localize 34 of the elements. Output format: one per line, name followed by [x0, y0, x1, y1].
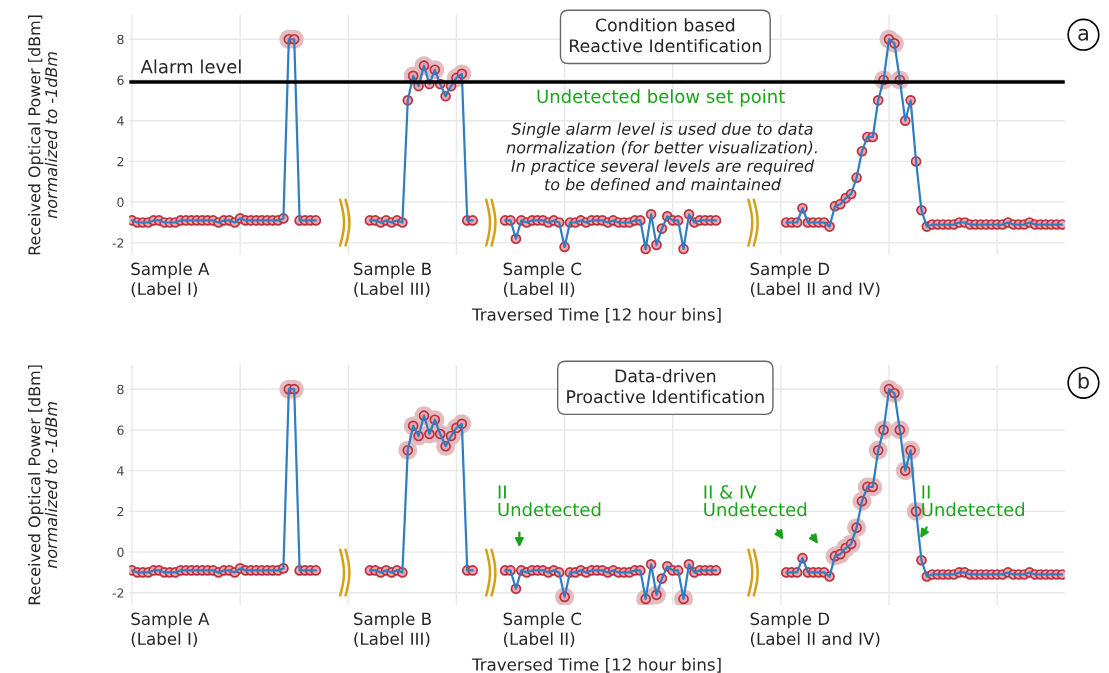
annotation: Data-driven Proactive Identification: [567, 369, 764, 404]
y-tick-label: 4: [117, 116, 124, 126]
y-tick-label: -2: [112, 238, 124, 248]
y-axis-title: Received Optical Power [dBm] normalized to -1dBm: [28, 15, 58, 255]
text: b: [1078, 372, 1089, 389]
y-tick-label: 0: [117, 197, 124, 208]
text: Sample C (Label II): [503, 262, 582, 298]
text: Sample C (Label II): [503, 612, 582, 648]
y-tick-label: 6: [117, 425, 124, 435]
text: Sample A (Label I): [131, 262, 210, 298]
y-tick-label: 8: [117, 34, 124, 45]
y-tick-label: 6: [117, 75, 124, 85]
text: Sample B (Label III): [353, 262, 431, 298]
y-axis-title: Received Optical Power [dBm] normalized to -1dBm: [28, 365, 58, 605]
text: a: [1078, 28, 1088, 41]
x-axis-title: Traversed Time [12 hour bins]: [471, 307, 721, 323]
annotation: II Undetected: [922, 485, 1025, 517]
y-tick-label: 2: [117, 156, 124, 167]
y-tick-label: 2: [117, 506, 124, 517]
y-tick-label: -2: [112, 588, 124, 598]
annotation: II Undetected: [498, 485, 601, 517]
y-tick-label: 4: [117, 466, 124, 476]
text: Sample A (Label I): [131, 612, 210, 648]
annotation: Single alarm level is used due to data normalization (for better visualization). In practice several levels are required to be defined and maintained: [506, 122, 817, 191]
annotation: II & IV Undetected: [704, 485, 807, 517]
annotation: Condition based Reactive Identification: [569, 18, 761, 53]
y-tick-label: 8: [117, 384, 124, 395]
annotation: Undetected below set point: [537, 89, 785, 107]
x-axis-title: Traversed Time [12 hour bins]: [471, 657, 721, 673]
text: Sample D (Label II and IV): [750, 612, 880, 648]
y-tick-label: 0: [117, 547, 124, 558]
ref-line-label: Alarm level: [140, 59, 241, 74]
text: Sample B (Label III): [353, 612, 431, 648]
text: Sample D (Label II and IV): [750, 262, 880, 298]
